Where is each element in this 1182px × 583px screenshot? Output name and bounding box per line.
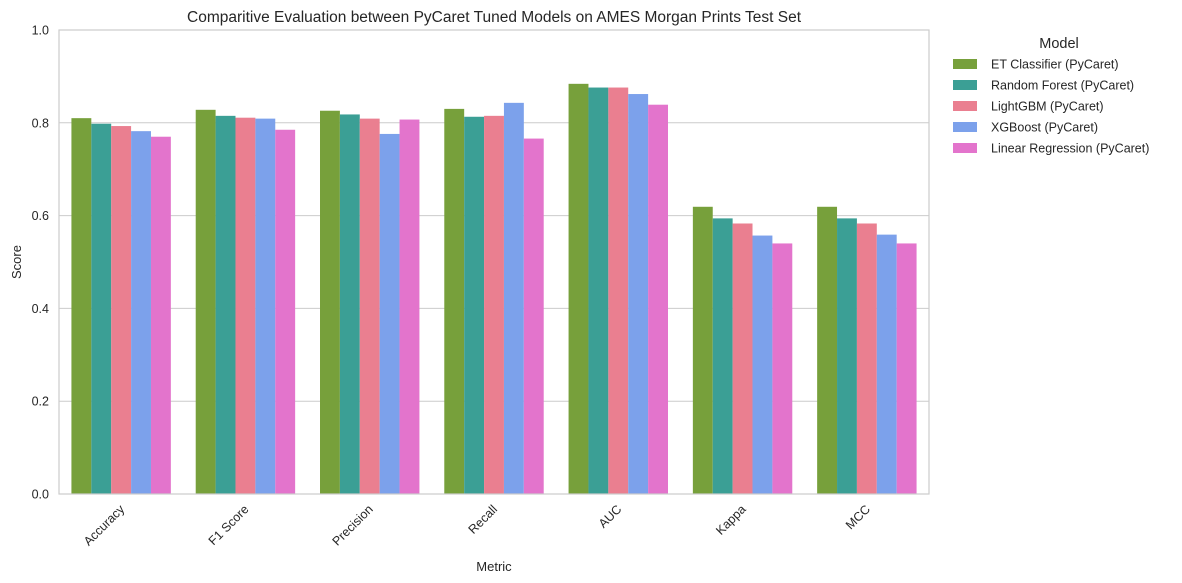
- bar: [817, 206, 838, 494]
- bar: [503, 102, 524, 495]
- x-tick-labels: Accuracy F1 Score Precision Recall AUC Kappa M…: [81, 502, 873, 549]
- bar: [91, 123, 112, 494]
- bar: [320, 110, 340, 495]
- bar: [523, 138, 544, 495]
- bar: [215, 115, 236, 494]
- legend: Model ET Classifier (PyCaret) Random Fore…: [953, 36, 1149, 156]
- x-axis-label: Metric: [476, 559, 512, 574]
- legend-entry: LightGBM (PyCaret): [991, 100, 1104, 114]
- legend-entry: ET Classifier (PyCaret): [991, 58, 1119, 72]
- y-tick-label: 0.6: [32, 209, 49, 223]
- bars: [71, 83, 917, 495]
- y-tick-label: 1.0: [32, 24, 49, 38]
- x-tick-label: MCC: [843, 502, 873, 532]
- x-tick-label: AUC: [596, 502, 625, 531]
- y-tick-label: 0.0: [32, 488, 49, 502]
- bar: [131, 131, 151, 495]
- x-tick-label: Kappa: [713, 502, 748, 537]
- bar: [837, 218, 857, 494]
- bar: [568, 83, 589, 494]
- legend-swatch: [953, 143, 977, 153]
- legend-title: Model: [1039, 36, 1079, 52]
- bar: [275, 129, 296, 494]
- legend-swatch: [953, 80, 977, 90]
- bar: [399, 119, 420, 494]
- bar: [712, 218, 733, 494]
- bar: [732, 223, 753, 494]
- bar: [195, 109, 216, 495]
- x-tick-label: F1 Score: [206, 502, 252, 548]
- bar: [896, 243, 917, 494]
- legend-entry: XGBoost (PyCaret): [991, 121, 1098, 135]
- x-tick-label: Accuracy: [81, 502, 128, 549]
- bar: [150, 136, 171, 494]
- bar: [71, 118, 92, 494]
- chart-title: Comparitive Evaluation between PyCaret T…: [187, 9, 802, 26]
- bar: [876, 234, 897, 494]
- legend-entry: Linear Regression (PyCaret): [991, 142, 1149, 156]
- bar: [628, 94, 649, 495]
- legend-swatch: [953, 59, 977, 69]
- bar: [444, 108, 465, 494]
- legend-swatch: [953, 101, 977, 111]
- bar: [692, 206, 713, 494]
- bar: [464, 116, 485, 494]
- bar: [608, 87, 629, 494]
- bar: [648, 104, 668, 494]
- bar: [379, 133, 400, 494]
- y-axis-label: Score: [9, 245, 24, 279]
- bar: [339, 114, 360, 494]
- bar: [588, 87, 609, 494]
- bar: [752, 235, 773, 494]
- legend-swatch: [953, 122, 977, 132]
- x-tick-label: Recall: [466, 502, 500, 536]
- plot-frame: [58, 29, 930, 495]
- legend-entry: Random Forest (PyCaret): [991, 79, 1134, 93]
- bar: [772, 243, 793, 494]
- y-tick-label: 0.2: [32, 395, 49, 409]
- y-tick-label: 0.4: [32, 302, 49, 316]
- bar: [235, 117, 256, 495]
- bar: [359, 118, 380, 495]
- y-tick-label: 0.8: [32, 116, 49, 130]
- bar: [255, 118, 276, 495]
- bar: [484, 115, 504, 494]
- bar: [856, 223, 877, 494]
- x-tick-label: Precision: [330, 502, 376, 548]
- y-tick-labels: 0.0 0.2 0.4 0.6 0.8 1.0: [32, 24, 49, 502]
- bar: [111, 126, 132, 494]
